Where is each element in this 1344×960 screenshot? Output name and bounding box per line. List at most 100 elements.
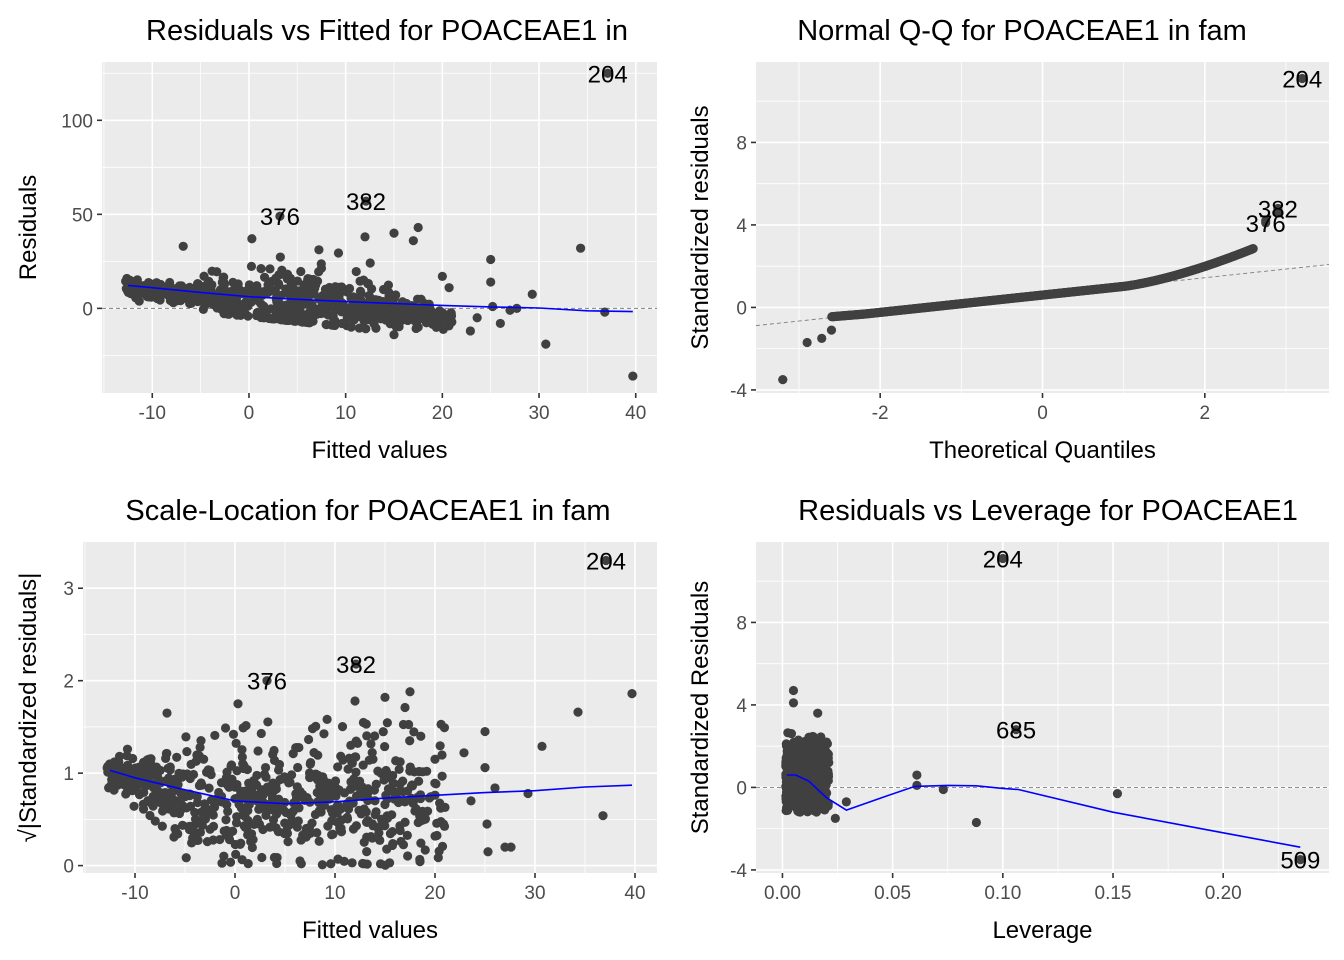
data-point xyxy=(367,819,378,829)
data-point xyxy=(204,783,214,793)
data-point xyxy=(128,753,138,764)
plot-area xyxy=(756,553,1329,865)
data-point xyxy=(125,275,135,285)
data-point xyxy=(205,824,215,834)
normal-qq-panel: Normal Q-Q for POACEAE1 in fam -2 0 2 -4 0 4 8 T… xyxy=(687,15,1329,464)
outlier-label: 509 xyxy=(1280,848,1320,875)
data-point xyxy=(224,300,234,310)
data-point xyxy=(148,291,158,301)
data-point xyxy=(206,795,217,805)
data-point xyxy=(370,305,380,315)
data-point xyxy=(297,317,307,327)
data-point xyxy=(365,258,375,268)
data-point xyxy=(228,729,239,739)
y-tick-label: 0 xyxy=(736,298,747,319)
data-point xyxy=(298,290,308,301)
data-point xyxy=(276,269,286,280)
data-point xyxy=(240,811,250,822)
data-point xyxy=(435,741,445,751)
data-point xyxy=(233,699,243,709)
data-point xyxy=(506,842,516,852)
data-point xyxy=(178,241,188,251)
data-point xyxy=(208,835,218,845)
data-point xyxy=(434,846,444,856)
data-point xyxy=(235,839,245,849)
y-tick-label: 50 xyxy=(72,205,93,226)
data-point xyxy=(333,762,343,772)
data-point xyxy=(787,793,797,804)
data-point xyxy=(161,748,171,759)
data-point xyxy=(783,765,793,775)
data-point xyxy=(210,294,220,304)
plot-area xyxy=(756,73,1329,385)
data-point xyxy=(628,371,638,381)
data-point xyxy=(200,799,210,809)
data-point xyxy=(284,286,295,296)
data-point xyxy=(465,326,475,336)
data-point xyxy=(802,337,812,348)
data-point xyxy=(215,834,225,845)
data-point xyxy=(466,796,476,806)
plot-panel-background xyxy=(102,62,657,393)
x-tick-label: 0.15 xyxy=(1095,883,1132,904)
data-point xyxy=(208,810,218,820)
data-point xyxy=(442,315,452,325)
plot-title: Residuals vs Leverage for POACEAE1 xyxy=(798,495,1298,527)
x-tick-label: 0.20 xyxy=(1205,883,1242,904)
data-point xyxy=(437,750,447,760)
data-point xyxy=(282,828,293,838)
data-point xyxy=(388,770,398,781)
data-point xyxy=(395,825,405,836)
data-point xyxy=(252,770,262,781)
data-point xyxy=(204,280,214,290)
data-point xyxy=(198,304,208,314)
data-point xyxy=(816,749,826,759)
data-point xyxy=(472,313,482,323)
data-point xyxy=(294,309,304,319)
x-tick-label: 10 xyxy=(324,883,345,904)
data-point xyxy=(480,762,490,773)
scale-location-panel: Scale-Location for POACEAE1 in fam-10 0 10… xyxy=(15,495,657,944)
data-point xyxy=(237,752,247,762)
data-point xyxy=(785,755,795,765)
data-point xyxy=(316,807,326,817)
plot-panel-background xyxy=(756,542,1329,873)
data-point xyxy=(403,851,413,861)
data-point xyxy=(405,736,415,746)
data-point xyxy=(220,723,231,733)
data-point xyxy=(252,310,262,321)
data-point xyxy=(259,272,270,282)
data-point xyxy=(797,779,807,790)
data-point xyxy=(224,835,235,845)
x-tick-label: -10 xyxy=(139,403,166,424)
data-point xyxy=(217,858,227,868)
data-point xyxy=(293,762,303,773)
data-point xyxy=(402,830,412,841)
data-point xyxy=(328,808,338,818)
data-point xyxy=(380,306,390,316)
qq-point xyxy=(1248,244,1258,254)
loess-smooth-line xyxy=(786,774,1301,848)
data-point xyxy=(389,778,399,789)
outlier-label: 376 xyxy=(260,204,300,231)
data-point xyxy=(367,284,377,294)
data-point xyxy=(387,827,398,837)
data-point xyxy=(598,811,608,821)
data-point xyxy=(246,261,257,271)
data-point xyxy=(157,821,167,831)
data-point xyxy=(279,806,289,816)
data-point xyxy=(185,821,195,831)
data-point xyxy=(819,805,829,815)
data-point xyxy=(512,303,522,313)
data-point xyxy=(289,316,299,326)
data-point xyxy=(358,760,368,770)
data-point xyxy=(405,687,415,697)
y-axis-title: √|Standardized residuals| xyxy=(15,573,42,843)
data-point xyxy=(400,302,410,312)
data-point xyxy=(151,762,162,772)
data-point xyxy=(131,785,141,795)
data-point xyxy=(398,776,408,786)
data-point xyxy=(264,783,275,793)
data-point xyxy=(841,797,851,807)
outlier-label: 376 xyxy=(1246,211,1286,238)
